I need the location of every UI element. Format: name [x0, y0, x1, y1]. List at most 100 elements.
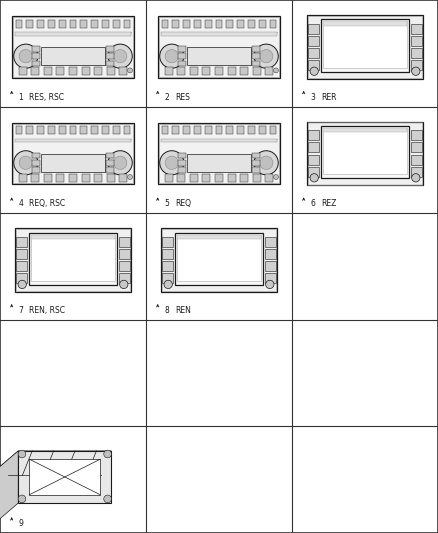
Circle shape	[18, 495, 26, 503]
Bar	[161, 32, 277, 36]
Circle shape	[165, 156, 178, 169]
Bar	[59, 126, 66, 134]
Bar	[162, 261, 173, 271]
Bar	[307, 15, 424, 79]
Bar	[237, 20, 244, 28]
Bar	[240, 174, 248, 182]
Bar	[13, 17, 133, 77]
Bar	[41, 154, 105, 172]
Bar	[70, 126, 76, 134]
Bar	[31, 174, 39, 182]
Bar	[158, 123, 280, 184]
Circle shape	[104, 495, 111, 503]
Bar	[308, 23, 319, 34]
Text: 8: 8	[164, 306, 169, 314]
Bar	[253, 67, 261, 75]
Bar	[32, 53, 40, 59]
Bar	[265, 237, 276, 247]
Bar	[308, 123, 422, 184]
Circle shape	[274, 174, 279, 180]
Bar	[16, 249, 27, 259]
Bar	[19, 174, 27, 182]
Circle shape	[18, 280, 26, 288]
Bar	[252, 153, 260, 158]
Bar	[265, 273, 276, 284]
Bar	[81, 20, 87, 28]
Bar	[411, 36, 422, 46]
Text: RER: RER	[321, 93, 337, 101]
Bar	[15, 139, 131, 142]
Text: REQ: REQ	[175, 199, 191, 208]
Bar	[158, 16, 280, 78]
Bar	[177, 174, 185, 182]
Bar	[57, 67, 64, 75]
Bar	[106, 53, 114, 59]
Bar	[106, 46, 114, 52]
Bar	[202, 174, 210, 182]
Bar	[308, 130, 319, 140]
Bar	[178, 53, 186, 59]
Bar	[32, 61, 40, 66]
Bar	[248, 126, 255, 134]
Bar	[308, 36, 319, 46]
Bar	[411, 60, 422, 70]
Bar	[106, 153, 114, 158]
Bar	[32, 167, 40, 173]
Text: 6: 6	[310, 199, 315, 208]
Bar	[202, 67, 210, 75]
Bar	[173, 20, 179, 28]
Bar	[16, 273, 27, 284]
Bar	[107, 174, 115, 182]
Bar	[37, 20, 44, 28]
Bar	[190, 174, 198, 182]
Bar	[102, 20, 109, 28]
Bar	[215, 67, 223, 75]
Circle shape	[310, 174, 318, 182]
Circle shape	[310, 67, 318, 75]
Bar	[57, 174, 64, 182]
Circle shape	[104, 450, 111, 458]
Polygon shape	[0, 451, 18, 520]
Bar	[259, 20, 265, 28]
Bar	[124, 126, 131, 134]
Bar	[124, 20, 131, 28]
Bar	[13, 124, 133, 183]
Bar	[237, 126, 244, 134]
Circle shape	[412, 67, 420, 75]
Circle shape	[160, 44, 184, 68]
Bar	[165, 67, 173, 75]
Bar	[321, 126, 409, 179]
Bar	[94, 67, 102, 75]
Bar	[411, 48, 422, 58]
Bar	[187, 154, 251, 172]
Bar	[252, 46, 260, 52]
Bar	[106, 61, 114, 66]
Text: 7: 7	[18, 306, 23, 314]
Bar	[12, 16, 134, 78]
Bar	[44, 67, 52, 75]
Bar	[119, 67, 127, 75]
Bar	[162, 126, 168, 134]
Text: REN, RSC: REN, RSC	[29, 306, 65, 314]
Bar	[16, 126, 22, 134]
Bar	[14, 228, 131, 292]
Bar	[162, 273, 173, 284]
Bar	[411, 155, 422, 165]
Bar	[91, 20, 98, 28]
Bar	[32, 46, 40, 52]
Bar	[411, 142, 422, 152]
Bar	[190, 67, 198, 75]
Bar	[16, 261, 27, 271]
Bar	[321, 19, 409, 72]
Circle shape	[127, 68, 133, 73]
Text: 2: 2	[164, 93, 169, 101]
Bar	[323, 21, 407, 68]
Bar	[252, 53, 260, 59]
Bar	[159, 124, 279, 183]
Circle shape	[108, 44, 132, 68]
Bar	[32, 160, 40, 166]
Bar	[323, 128, 407, 174]
Bar	[26, 20, 33, 28]
Circle shape	[160, 151, 184, 175]
Bar	[265, 249, 276, 259]
